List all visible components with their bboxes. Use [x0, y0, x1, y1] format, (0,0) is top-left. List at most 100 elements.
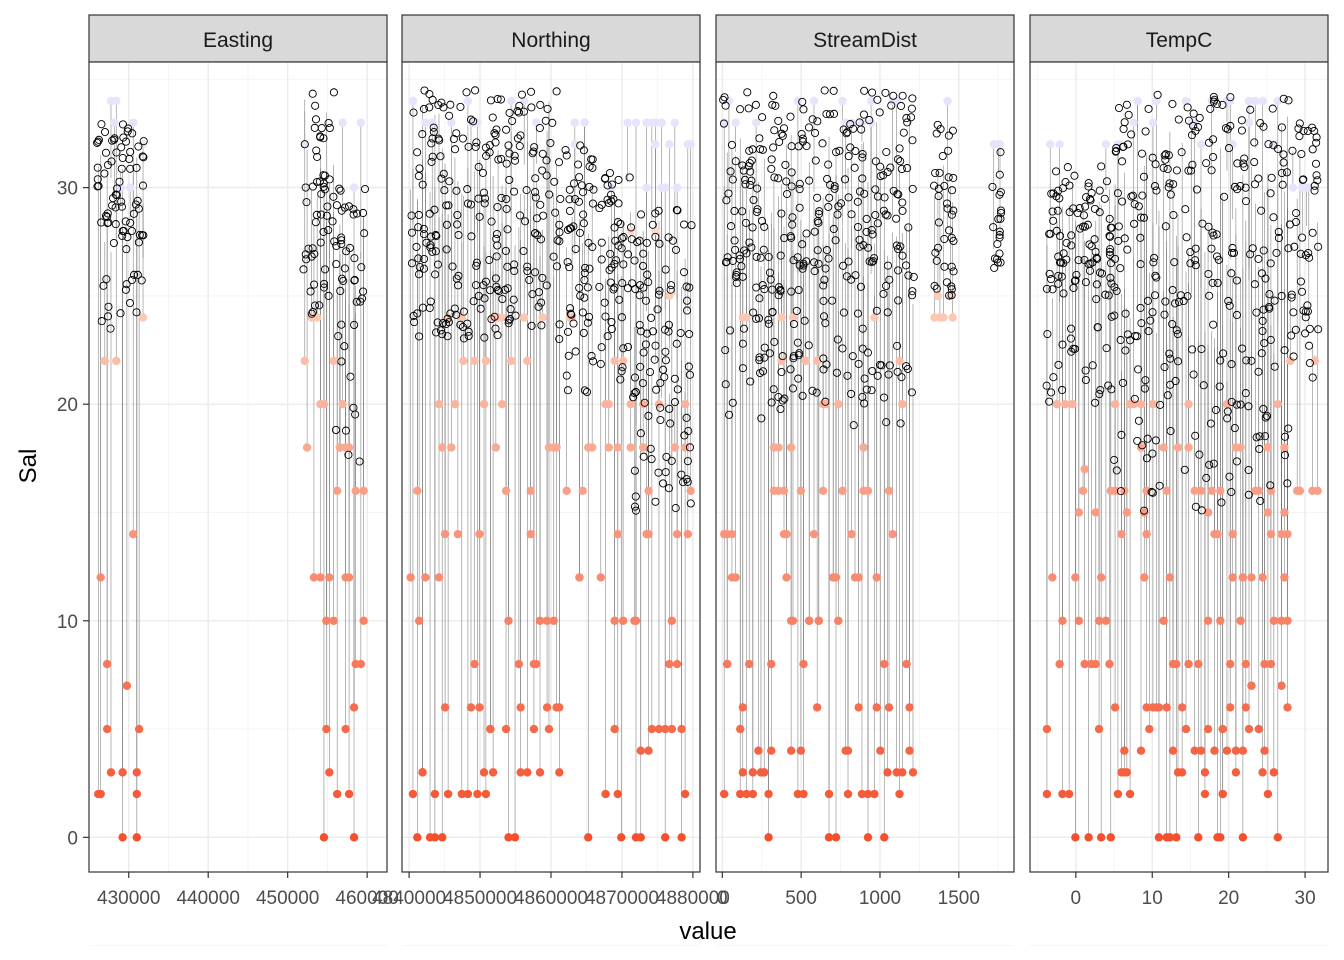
observed-point [996, 258, 1005, 267]
predicted-point [898, 399, 907, 409]
predicted-point [1120, 746, 1129, 755]
observed-point [786, 365, 795, 374]
predicted-point [302, 443, 312, 452]
observed-point [789, 319, 799, 329]
observed-point [684, 362, 694, 371]
observed-point [908, 136, 917, 145]
observed-point [563, 386, 573, 395]
observed-point [769, 143, 778, 152]
observed-point [753, 184, 762, 193]
predicted-point [1105, 659, 1114, 669]
observed-point [583, 283, 592, 292]
observed-point [738, 339, 747, 348]
observed-point [996, 214, 1005, 223]
predicted-point [440, 703, 450, 712]
observed-point [556, 194, 565, 203]
observed-point [117, 164, 126, 173]
predicted-point [863, 789, 873, 799]
observed-point [642, 329, 652, 338]
predicted-point [1228, 529, 1237, 539]
observed-point [1062, 238, 1071, 247]
predicted-point [1266, 529, 1276, 539]
predicted-point [532, 659, 541, 669]
observed-point [1278, 180, 1287, 189]
observed-point [639, 452, 648, 461]
observed-point [94, 135, 103, 144]
observed-point [585, 312, 594, 322]
predicted-point [481, 789, 491, 799]
observed-point [539, 211, 548, 220]
observed-point [1110, 455, 1119, 464]
observed-point [320, 185, 329, 194]
observed-point [414, 210, 423, 220]
predicted-point [831, 573, 841, 582]
predicted-point [1280, 508, 1289, 517]
predicted-point [607, 183, 616, 192]
observed-point [412, 242, 421, 251]
observed-point [902, 261, 911, 270]
observed-point [1054, 279, 1063, 288]
observed-point [464, 331, 473, 341]
observed-point [821, 319, 830, 328]
predicted-point [638, 443, 648, 452]
observed-point [610, 283, 619, 292]
panel-border [715, 61, 1015, 873]
observed-point [766, 275, 775, 284]
observed-point [310, 280, 319, 289]
observed-point [742, 249, 751, 258]
observed-point [355, 457, 364, 466]
observed-point [422, 238, 431, 247]
observed-point [949, 267, 958, 276]
observed-point [1183, 292, 1192, 301]
observed-point [631, 506, 640, 515]
observed-point [320, 279, 329, 288]
predicted-point [657, 118, 666, 127]
observed-point [686, 499, 695, 508]
observed-point [908, 291, 917, 300]
observed-point [324, 226, 333, 235]
predicted-point [719, 789, 729, 799]
observed-point [884, 370, 893, 379]
observed-point [933, 120, 942, 129]
observed-point [1270, 362, 1279, 371]
predicted-point [831, 833, 841, 842]
observed-point [1069, 204, 1078, 213]
predicted-point [1110, 703, 1120, 712]
observed-point [1298, 233, 1307, 242]
predicted-point [413, 833, 422, 842]
observed-point [746, 180, 755, 190]
panel-border [88, 61, 388, 873]
observed-point [458, 134, 467, 143]
predicted-point [510, 833, 520, 842]
predicted-point [438, 443, 447, 452]
predicted-point [1254, 724, 1263, 734]
observed-point [883, 261, 893, 270]
predicted-point [866, 118, 876, 127]
observed-point [1165, 349, 1174, 358]
observed-point [527, 103, 536, 112]
predicted-point [1177, 768, 1187, 777]
observed-point [755, 134, 764, 143]
predicted-point [443, 789, 453, 799]
predicted-point [1184, 399, 1193, 409]
observed-point [434, 100, 443, 110]
predicted-point [434, 573, 444, 582]
observed-point [307, 309, 316, 318]
predicted-point [470, 356, 479, 366]
observed-point [510, 266, 519, 276]
observed-point [336, 186, 345, 195]
predicted-point [344, 443, 354, 452]
gridlines [716, 62, 1014, 947]
observed-point [1297, 149, 1306, 159]
observed-point [782, 177, 791, 186]
observed-point [934, 218, 943, 227]
observed-point [445, 177, 454, 186]
observed-point [1134, 416, 1143, 425]
observed-point [1204, 222, 1213, 231]
observed-point [635, 236, 644, 245]
observed-point [129, 209, 138, 218]
observed-point [883, 211, 892, 220]
observed-point [1100, 194, 1109, 203]
observed-point [1095, 389, 1104, 399]
